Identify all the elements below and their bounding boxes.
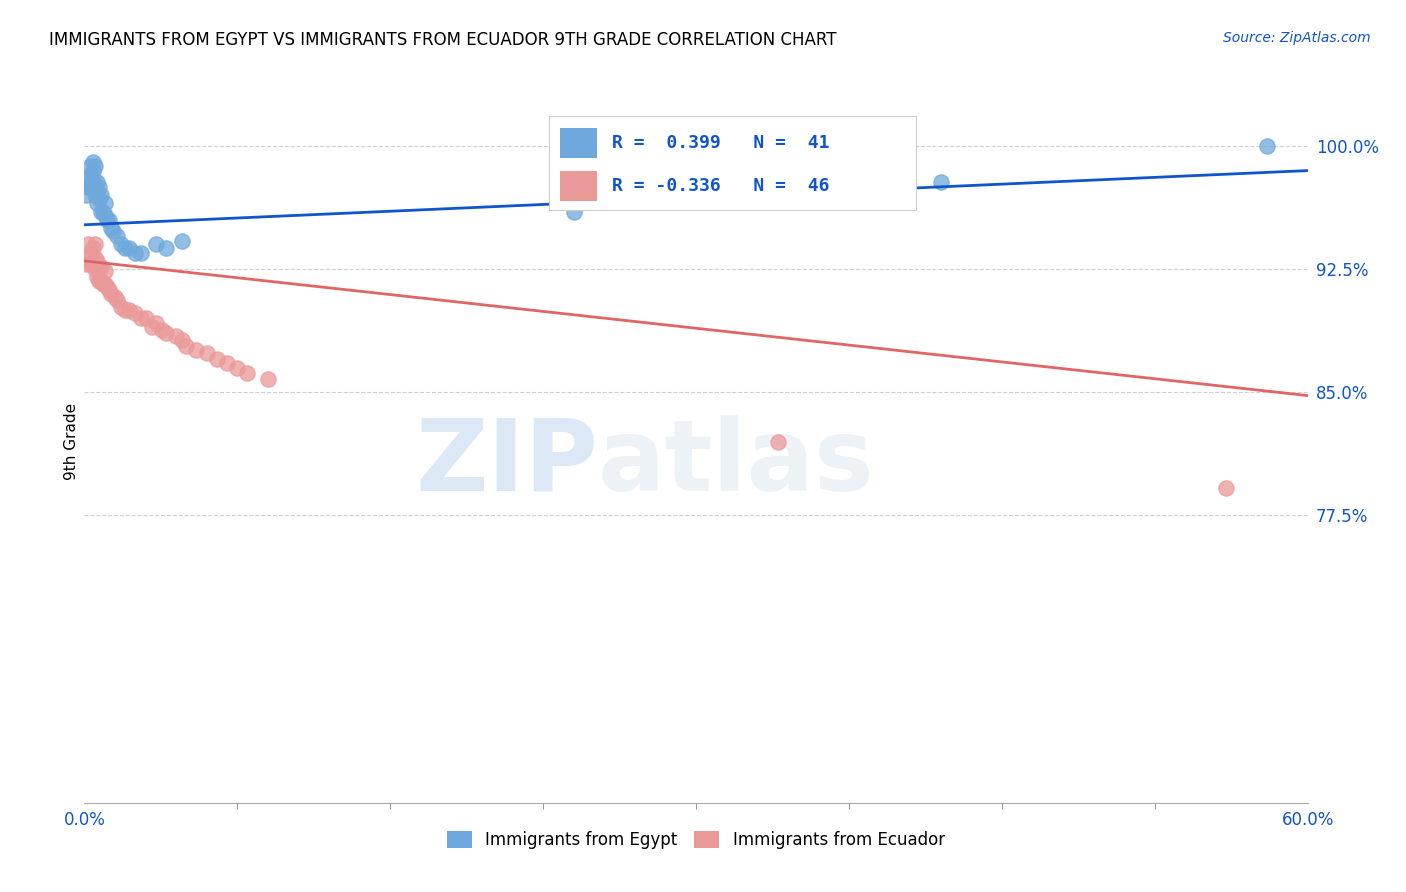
Point [97, 212, 120, 227]
Point [226, 360, 249, 375]
Point [79, 245, 101, 260]
Legend: Immigrants from Egypt, Immigrants from Ecuador: Immigrants from Egypt, Immigrants from E… [440, 824, 952, 856]
Point [100, 221, 122, 235]
Point [104, 290, 127, 304]
Point [77, 171, 100, 186]
Point [1256, 139, 1278, 153]
Point [82, 163, 104, 178]
Point [83, 237, 105, 252]
Point [82, 241, 104, 255]
Point [217, 356, 239, 370]
Point [114, 241, 136, 255]
Text: ZIP: ZIP [415, 415, 598, 512]
Point [87, 274, 110, 288]
Point [118, 303, 141, 318]
Point [848, 188, 870, 202]
Point [90, 204, 112, 219]
Point [86, 270, 108, 285]
Point [257, 372, 280, 386]
Point [77, 180, 100, 194]
Point [86, 253, 108, 268]
Point [93, 208, 115, 222]
Point [195, 346, 218, 360]
Point [131, 245, 153, 260]
Point [82, 155, 104, 169]
Point [114, 303, 136, 318]
Point [96, 212, 118, 227]
Point [105, 293, 128, 308]
Text: Source: ZipAtlas.com: Source: ZipAtlas.com [1223, 31, 1371, 45]
Point [86, 185, 108, 199]
Point [110, 300, 132, 314]
Point [86, 196, 108, 211]
Point [83, 180, 105, 194]
Point [101, 224, 124, 238]
Point [90, 188, 112, 202]
Point [165, 329, 187, 343]
Text: IMMIGRANTS FROM EGYPT VS IMMIGRANTS FROM ECUADOR 9TH GRADE CORRELATION CHART: IMMIGRANTS FROM EGYPT VS IMMIGRANTS FROM… [49, 31, 837, 49]
Point [75, 188, 97, 202]
Point [118, 241, 141, 255]
Point [110, 237, 132, 252]
Point [83, 188, 105, 202]
Point [155, 241, 177, 255]
Point [79, 257, 101, 271]
Point [79, 180, 101, 194]
Point [236, 366, 259, 380]
Point [172, 234, 194, 248]
Point [186, 343, 208, 357]
Point [79, 159, 101, 173]
Point [77, 251, 100, 265]
Point [929, 175, 952, 189]
Point [83, 262, 105, 277]
Point [93, 277, 115, 291]
Point [145, 237, 167, 252]
Point [100, 286, 122, 301]
Point [603, 192, 626, 206]
Point [766, 434, 789, 449]
Point [75, 257, 97, 271]
Point [93, 196, 115, 211]
Point [87, 260, 110, 275]
Point [205, 352, 228, 367]
Point [135, 311, 157, 326]
Point [562, 204, 585, 219]
Point [105, 229, 128, 244]
Point [141, 319, 163, 334]
Point [77, 237, 100, 252]
Y-axis label: 9th Grade: 9th Grade [63, 403, 79, 480]
Point [90, 260, 112, 275]
Point [155, 326, 177, 341]
Point [83, 251, 105, 265]
Point [82, 171, 104, 186]
Point [87, 180, 110, 194]
Point [91, 204, 114, 219]
Point [172, 333, 194, 347]
Point [87, 192, 110, 206]
Point [90, 274, 112, 288]
Point [97, 284, 120, 298]
Point [96, 280, 118, 294]
Point [93, 264, 115, 278]
Point [79, 169, 101, 183]
Point [82, 180, 104, 194]
Point [1215, 481, 1237, 495]
Point [91, 277, 114, 291]
Point [83, 159, 105, 173]
Point [82, 253, 104, 268]
Point [150, 323, 173, 337]
Point [174, 339, 197, 353]
Point [145, 316, 167, 330]
Text: atlas: atlas [598, 415, 875, 512]
Point [86, 175, 108, 189]
Point [131, 311, 153, 326]
Point [124, 306, 146, 320]
Point [124, 245, 146, 260]
